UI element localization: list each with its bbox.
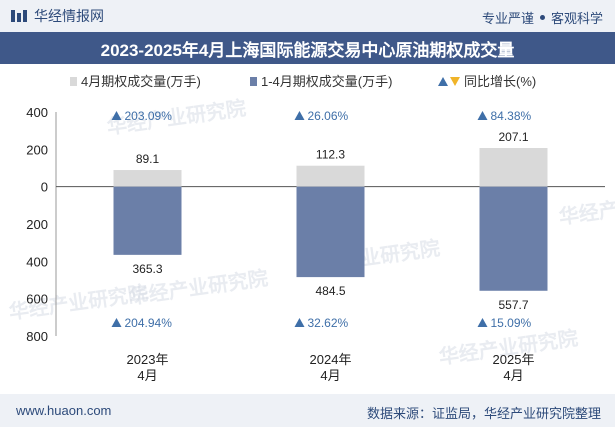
data-source: 数据来源：证监局，华经产业研究院整理	[366, 406, 601, 421]
x-tick-label: 2024年	[310, 352, 352, 367]
bar-chart: 华经产业研究院华经产业研究院华经产业研究院华经产业研究院华经产业研究院华经产业研…	[7, 74, 615, 383]
growth-up-icon	[294, 318, 305, 327]
chart-title: 2023-2025年4月上海国际能源交易中心原油期权成交量	[0, 32, 615, 64]
growth-cumulative-label: 204.94%	[125, 316, 173, 330]
data-label-cumulative: 365.3	[132, 262, 162, 276]
bar-cumulative	[479, 186, 548, 291]
growth-up-icon	[111, 111, 122, 120]
y-tick-label: 800	[26, 329, 48, 344]
growth-cumulative-label: 15.09%	[491, 316, 532, 330]
growth-monthly-label: 84.38%	[491, 109, 532, 123]
data-label-monthly: 112.3	[316, 148, 345, 162]
growth-up-icon	[477, 111, 488, 120]
bar-cumulative	[296, 186, 365, 278]
growth-up-icon	[111, 318, 122, 327]
y-tick-label: 400	[26, 105, 48, 120]
bar-monthly	[113, 170, 182, 187]
growth-down-icon	[450, 77, 460, 86]
growth-monthly-label: 203.09%	[125, 109, 173, 123]
data-label-cumulative: 557.7	[498, 298, 528, 312]
watermark-text: 华经产业研究院	[557, 186, 615, 229]
y-tick-label: 200	[26, 142, 48, 157]
y-tick-label: 200	[26, 217, 48, 232]
brand-logo-icon	[11, 10, 27, 22]
separator-dot	[539, 15, 545, 20]
brand-logo[interactable]: 华经情报网	[10, 6, 104, 26]
data-label-monthly: 89.1	[136, 152, 160, 166]
footer: www.huaon.com 数据来源：证监局，华经产业研究院整理	[0, 394, 615, 427]
legend-monthly-label: 4月期权成交量(万手)	[81, 74, 201, 89]
legend-monthly-swatch	[70, 77, 77, 86]
brand-name: 华经情报网	[34, 8, 104, 24]
slogan-2: 客观科学	[550, 11, 603, 26]
x-tick-label: 4月	[137, 368, 157, 383]
legend-cumulative-swatch	[250, 77, 257, 86]
x-tick-label: 2023年	[127, 352, 169, 367]
growth-up-icon	[438, 77, 448, 86]
slogan: 专业严谨 客观科学	[482, 8, 603, 27]
legend-growth-label: 同比增长(%)	[464, 74, 536, 89]
top-bar: 华经情报网 专业严谨 客观科学	[0, 0, 615, 32]
y-tick-label: 400	[26, 254, 48, 269]
bar-cumulative	[113, 186, 182, 255]
y-tick-label: 0	[41, 180, 48, 195]
growth-up-icon	[294, 111, 305, 120]
bar-monthly	[479, 148, 548, 187]
website-link[interactable]: www.huaon.com	[16, 403, 112, 418]
growth-up-icon	[477, 318, 488, 327]
growth-monthly-label: 26.06%	[308, 109, 349, 123]
y-tick-label: 600	[26, 292, 48, 307]
bar-monthly	[296, 165, 365, 187]
x-tick-label: 4月	[320, 368, 340, 383]
legend-cumulative-label: 1-4月期权成交量(万手)	[261, 74, 392, 89]
growth-cumulative-label: 32.62%	[308, 316, 349, 330]
x-tick-label: 4月	[503, 368, 523, 383]
slogan-1: 专业严谨	[481, 11, 534, 26]
data-label-monthly: 207.1	[498, 130, 528, 144]
data-label-cumulative: 484.5	[315, 284, 345, 298]
x-tick-label: 2025年	[493, 352, 535, 367]
